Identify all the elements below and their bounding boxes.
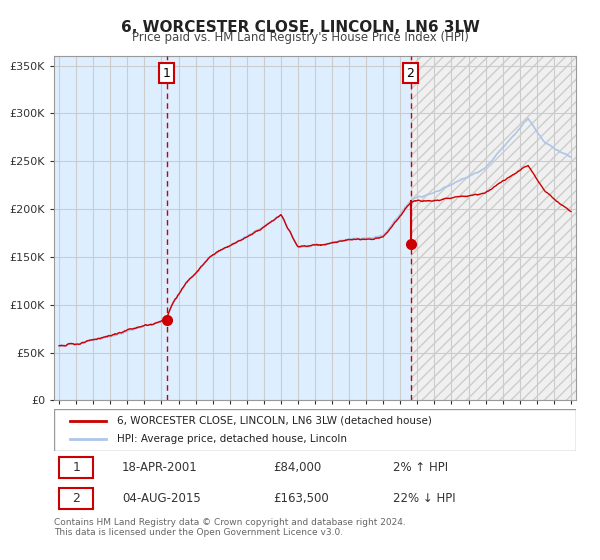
FancyBboxPatch shape (59, 457, 93, 478)
Text: 18-APR-2001: 18-APR-2001 (122, 461, 197, 474)
Text: 6, WORCESTER CLOSE, LINCOLN, LN6 3LW (detached house): 6, WORCESTER CLOSE, LINCOLN, LN6 3LW (de… (116, 416, 431, 426)
Bar (410, 56, 571, 400)
Text: Price paid vs. HM Land Registry's House Price Index (HPI): Price paid vs. HM Land Registry's House … (131, 31, 469, 44)
Text: 6, WORCESTER CLOSE, LINCOLN, LN6 3LW: 6, WORCESTER CLOSE, LINCOLN, LN6 3LW (121, 20, 479, 35)
Text: Contains HM Land Registry data © Crown copyright and database right 2024.
This d: Contains HM Land Registry data © Crown c… (54, 518, 406, 538)
Text: 22% ↓ HPI: 22% ↓ HPI (394, 492, 456, 505)
FancyBboxPatch shape (54, 409, 576, 451)
FancyBboxPatch shape (59, 488, 93, 510)
Text: 1: 1 (163, 67, 170, 80)
Bar (50, 56, 571, 400)
Text: 2: 2 (73, 492, 80, 505)
Text: HPI: Average price, detached house, Lincoln: HPI: Average price, detached house, Linc… (116, 434, 347, 444)
Text: 04-AUG-2015: 04-AUG-2015 (122, 492, 200, 505)
Text: 1: 1 (73, 461, 80, 474)
Bar (410, 56, 576, 400)
Text: £163,500: £163,500 (273, 492, 329, 505)
Text: 2% ↑ HPI: 2% ↑ HPI (394, 461, 448, 474)
Text: 2: 2 (407, 67, 415, 80)
Text: £84,000: £84,000 (273, 461, 322, 474)
